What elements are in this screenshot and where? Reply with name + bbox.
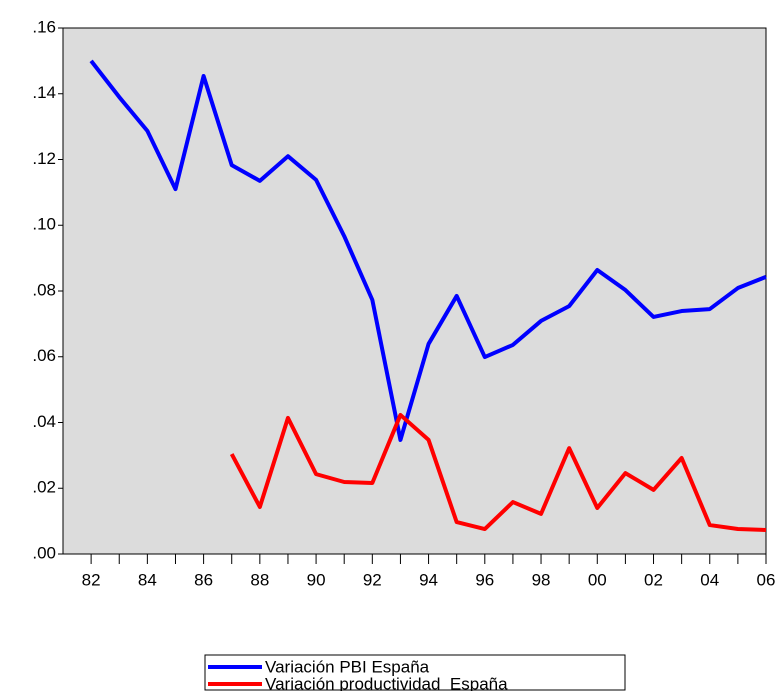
series-line xyxy=(89,59,767,442)
x-tick-label: 98 xyxy=(532,570,551,589)
x-tick-label: 06 xyxy=(757,570,776,589)
x-tick-label: 84 xyxy=(138,570,157,589)
x-tick-label: 94 xyxy=(419,570,438,589)
legend-label: Variación PBI España xyxy=(265,657,430,676)
x-tick-label: 92 xyxy=(363,570,382,589)
y-tick-label: .10 xyxy=(32,215,56,234)
y-tick-label: .16 xyxy=(32,17,56,36)
legend-box xyxy=(204,654,626,691)
y-tick-label: .06 xyxy=(32,346,56,365)
y-tick-label: .14 xyxy=(32,83,56,102)
y-tick-label: .00 xyxy=(32,543,56,562)
y-tick-label: .12 xyxy=(32,149,56,168)
legend-label: Variación productividad España xyxy=(265,674,508,691)
x-tick-label: 96 xyxy=(475,570,494,589)
y-tick-label: .08 xyxy=(32,280,56,299)
x-tick-label: 02 xyxy=(644,570,663,589)
y-tick-label: .04 xyxy=(32,412,56,431)
y-tick-label: .02 xyxy=(32,478,56,497)
x-tick-label: 86 xyxy=(194,570,213,589)
x-tick-label: 90 xyxy=(307,570,326,589)
x-tick-label: 04 xyxy=(700,570,719,589)
series-line xyxy=(229,412,767,532)
x-tick-label: 82 xyxy=(82,570,101,589)
plot-area xyxy=(62,27,767,555)
x-tick-label: 00 xyxy=(588,570,607,589)
x-tick-label: 88 xyxy=(250,570,269,589)
